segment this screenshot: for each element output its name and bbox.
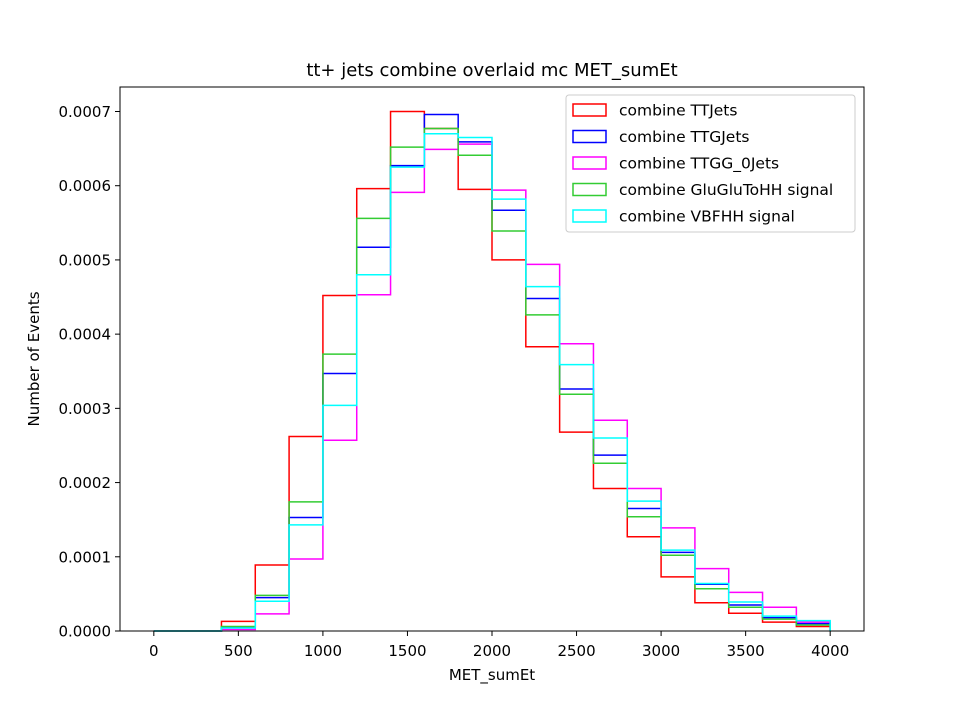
legend-label: combine TTGG_0Jets xyxy=(619,155,779,174)
legend-swatch xyxy=(572,129,607,144)
legend: combine TTJets combine TTGJets combine TTG… xyxy=(565,94,856,233)
y-tick-label: 0.0007 xyxy=(59,103,112,121)
x-tick-label: 2500 xyxy=(557,642,595,660)
legend-label: combine GluGluToHH signal xyxy=(619,181,833,199)
legend-swatch xyxy=(572,156,607,170)
legend-swatch xyxy=(572,209,607,223)
chart-title: tt+ jets combine overlaid mc MET_sumEt xyxy=(306,60,677,81)
y-axis-ticks: 0.0000 0.0001 0.0002 0.0003 0.0004 0.0005 0.00… xyxy=(59,103,120,641)
legend-swatch xyxy=(572,182,607,197)
x-tick-label: 1000 xyxy=(304,642,342,660)
y-tick-label: 0.0004 xyxy=(59,326,112,344)
x-tick-label: 500 xyxy=(224,642,253,660)
x-tick-label: 1500 xyxy=(388,642,426,660)
y-tick-label: 0.0006 xyxy=(59,177,112,195)
y-axis-label: Number of Events xyxy=(25,291,43,426)
x-tick-label: 4000 xyxy=(811,642,849,660)
legend-label: combine VBFHH signal xyxy=(619,208,795,226)
legend-label: combine TTJets xyxy=(619,102,737,120)
y-tick-label: 0.0001 xyxy=(59,548,112,566)
x-tick-label: 3500 xyxy=(727,642,765,660)
y-tick-label: 0.0005 xyxy=(59,251,112,269)
legend-label: combine TTGJets xyxy=(619,128,749,146)
x-tick-label: 2000 xyxy=(473,642,511,660)
legend-swatch xyxy=(572,103,607,117)
x-tick-label: 0 xyxy=(149,642,159,660)
series-step-4 xyxy=(153,133,831,632)
x-tick-label: 3000 xyxy=(642,642,680,660)
y-tick-label: 0.0000 xyxy=(59,623,112,641)
y-tick-label: 0.0003 xyxy=(59,400,112,418)
x-axis-ticks: 0 500 1000 1500 2000 2500 3000 3500 4000 xyxy=(149,631,849,660)
legend-box xyxy=(565,94,856,233)
series-layer xyxy=(153,110,831,632)
y-tick-label: 0.0002 xyxy=(59,474,112,492)
x-axis-label: MET_sumEt xyxy=(449,666,535,685)
